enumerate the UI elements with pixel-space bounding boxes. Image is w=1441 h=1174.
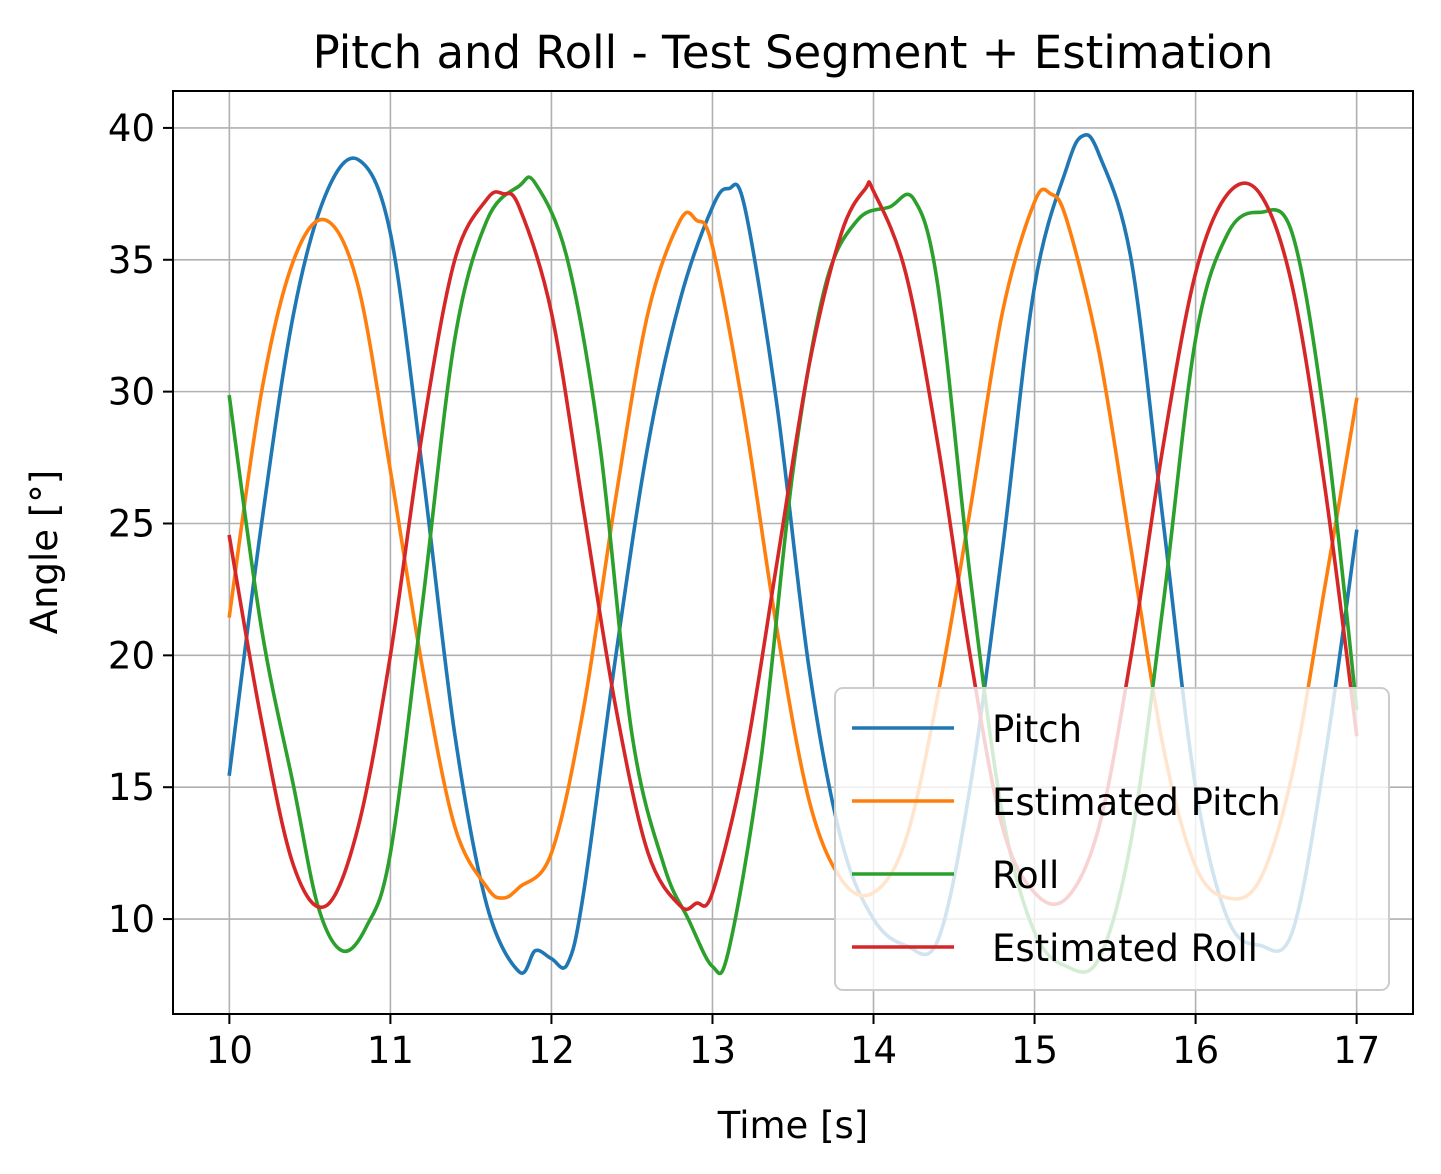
legend-label-pitch: Pitch: [992, 708, 1082, 751]
y-tick-label: 40: [108, 107, 155, 150]
series-line-roll: [227, 175, 1359, 976]
legend-label-estimated-pitch: Estimated Pitch: [992, 781, 1281, 824]
x-tick-label: 13: [689, 1029, 736, 1072]
x-tick-label: 15: [1011, 1029, 1058, 1072]
series-line-estimated-roll: [227, 180, 1359, 912]
legend-box: [834, 687, 1390, 991]
x-tick-label: 14: [850, 1029, 897, 1072]
x-tick-label: 10: [206, 1029, 253, 1072]
y-tick-label: 20: [108, 634, 155, 677]
x-tick-label: 17: [1333, 1029, 1380, 1072]
y-tick-label: 25: [108, 502, 155, 545]
x-tick-label: 12: [528, 1029, 575, 1072]
chart-title: Pitch and Roll - Test Segment + Estimati…: [313, 26, 1274, 79]
y-axis-label: Angle [°]: [23, 470, 66, 634]
y-tick-label: 35: [108, 239, 155, 282]
series-lines: [227, 133, 1359, 976]
legend: Pitch Estimated Pitch Roll Estimated Roll: [834, 687, 1390, 991]
grid-lines: [173, 91, 1413, 1014]
legend-label-estimated-roll: Estimated Roll: [992, 927, 1258, 970]
x-axis-label: Time [s]: [717, 1104, 868, 1147]
y-tick-label: 30: [108, 371, 155, 414]
x-tick-label: 16: [1172, 1029, 1219, 1072]
y-axis-ticks: 10 15 20 25 30 35 40: [108, 107, 173, 941]
x-axis-ticks: 10 11 12 13 14 15 16 17: [206, 1014, 1380, 1072]
legend-label-roll: Roll: [992, 854, 1059, 897]
y-tick-label: 15: [108, 766, 155, 809]
x-tick-label: 11: [367, 1029, 414, 1072]
y-tick-label: 10: [108, 898, 155, 941]
plot-frame: [172, 90, 1414, 1015]
